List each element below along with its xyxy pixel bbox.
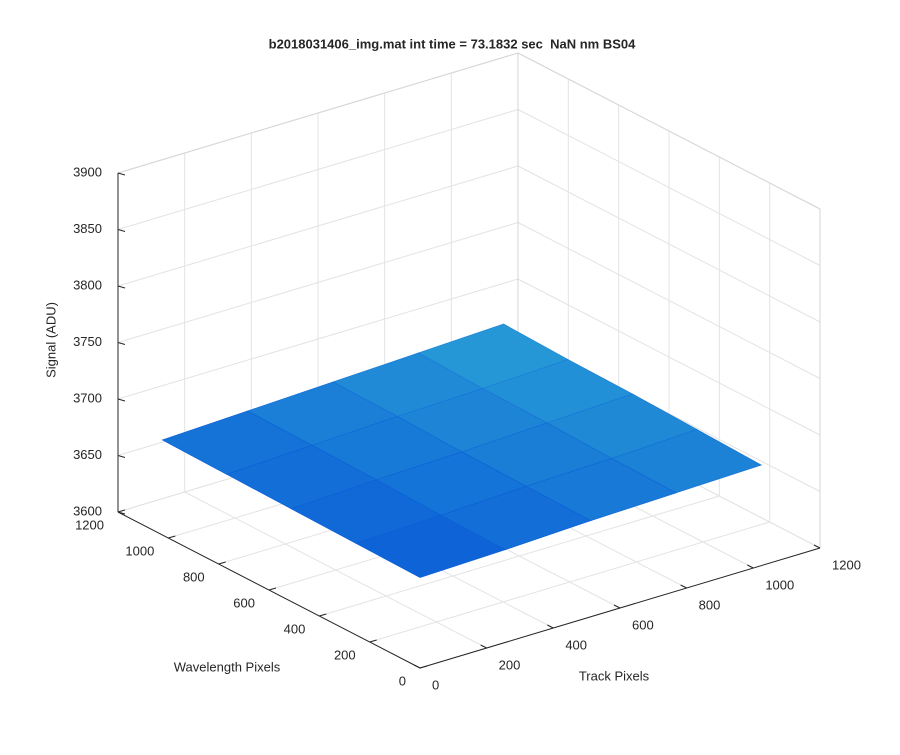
- y-tick: [268, 587, 277, 591]
- x-tick: [813, 544, 821, 549]
- box-edge: [117, 52, 519, 174]
- x-tick: [547, 624, 554, 629]
- grid-line: [517, 278, 821, 436]
- y-tick: [168, 535, 176, 539]
- x-tick-label: 1200: [832, 557, 861, 572]
- surface-layer: [161, 323, 763, 578]
- grid-line: [117, 109, 519, 230]
- x-tick: [747, 564, 754, 569]
- axis-line: [117, 511, 421, 669]
- x-axis-label: Track Pixels: [579, 668, 650, 683]
- grid-line: [369, 521, 770, 643]
- z-tick: [117, 229, 126, 232]
- chart-title: b2018031406_img.mat int time = 73.1832 s…: [269, 36, 636, 51]
- y-tick-label: 800: [183, 569, 205, 584]
- grid-line: [319, 495, 720, 617]
- grid-line: [517, 165, 821, 323]
- z-tick: [117, 398, 126, 402]
- x-tick-label: 0: [432, 677, 439, 692]
- x-tick-label: 400: [565, 637, 587, 652]
- z-tick: [117, 285, 126, 289]
- z-tick-label: 3750: [73, 334, 102, 349]
- z-tick-label: 3600: [73, 503, 102, 518]
- y-tick-label: 600: [233, 595, 255, 610]
- y-tick-label: 0: [399, 673, 406, 688]
- x-tick: [613, 604, 621, 609]
- y-tick: [369, 639, 377, 643]
- y-tick-label: 200: [334, 647, 356, 662]
- z-tick-label: 3900: [73, 164, 102, 179]
- x-tick-label: 600: [632, 617, 654, 632]
- z-axis-label: Signal (ADU): [43, 302, 58, 378]
- y-tick: [319, 613, 327, 617]
- grid-line: [117, 278, 519, 400]
- axes-layer: 0 200 400 600 800 1000 1200 0 200 400 600 800 1000 12…: [73, 164, 861, 692]
- x-tick-label: 200: [499, 657, 521, 672]
- surface-patch: [354, 515, 507, 578]
- z-tick-label: 3850: [73, 221, 102, 236]
- x-tick: [480, 644, 487, 649]
- z-tick: [117, 172, 126, 176]
- grid-line: [117, 222, 519, 343]
- grid-line: [517, 109, 821, 266]
- grid-line: [117, 165, 519, 287]
- z-tick: [117, 342, 126, 345]
- x-tick-label: 1000: [765, 577, 794, 592]
- axis-line: [419, 547, 821, 669]
- z-tick-label: 3700: [73, 390, 102, 405]
- z-tick-label: 3800: [73, 277, 102, 292]
- y-tick-label: 400: [284, 621, 306, 636]
- y-tick: [218, 561, 226, 565]
- y-axis-label: Wavelength Pixels: [174, 659, 281, 674]
- y-tick-label: 1000: [125, 543, 154, 558]
- y-tick-label: 1200: [75, 517, 104, 532]
- z-tick-label: 3650: [73, 447, 102, 462]
- x-tick: [680, 584, 687, 589]
- x-tick-label: 800: [699, 597, 721, 612]
- y-tick: [117, 509, 126, 513]
- grid-line: [517, 222, 821, 379]
- z-tick: [117, 455, 126, 458]
- box-edge: [517, 52, 821, 210]
